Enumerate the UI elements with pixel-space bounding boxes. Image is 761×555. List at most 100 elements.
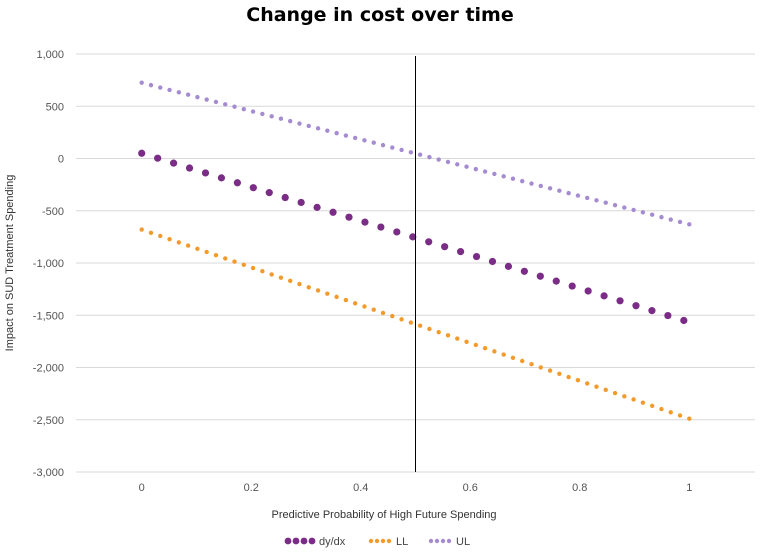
data-point (241, 106, 247, 112)
data-point (631, 397, 636, 402)
data-point (399, 317, 404, 322)
data-point (169, 159, 178, 167)
data-point (329, 208, 337, 216)
data-point (425, 238, 433, 246)
data-point (408, 320, 414, 325)
data-point (455, 162, 460, 167)
data-point (566, 374, 571, 380)
data-point (269, 272, 274, 277)
data-point (492, 171, 497, 177)
data-point (158, 233, 163, 239)
data-point (547, 368, 553, 373)
y-tick-label: -1,000 (33, 258, 64, 270)
y-tick-label: -2,000 (33, 363, 64, 375)
y-tick-label: 0 (58, 154, 64, 166)
data-point (138, 149, 146, 157)
data-point (278, 116, 284, 121)
data-point (510, 355, 516, 360)
data-point (622, 205, 627, 210)
legend-marker (300, 537, 308, 545)
data-point (648, 307, 656, 315)
data-point (241, 262, 247, 268)
data-point (584, 287, 592, 295)
data-point (250, 109, 256, 114)
data-point (213, 253, 219, 258)
legend-marker (434, 538, 440, 544)
legend-marker (380, 538, 386, 544)
data-point (306, 285, 311, 290)
data-point (504, 262, 513, 270)
data-point (315, 126, 321, 131)
data-point (148, 230, 154, 235)
data-point (204, 249, 209, 255)
data-point (668, 217, 673, 222)
y-tick-label: 1,000 (36, 49, 64, 61)
data-point (167, 236, 172, 242)
data-point (417, 323, 423, 328)
data-point (649, 212, 655, 217)
data-point (223, 102, 228, 107)
data-point (659, 406, 664, 412)
legend-marker (308, 537, 316, 545)
legend-marker (374, 538, 380, 544)
data-point (677, 413, 683, 418)
data-point (427, 154, 432, 160)
data-point (297, 281, 302, 287)
data-point (325, 291, 330, 296)
data-point (584, 381, 590, 386)
data-point (390, 145, 395, 150)
x-tick-label: 1 (686, 482, 692, 494)
data-point (445, 159, 451, 165)
data-point (473, 342, 479, 348)
data-point (659, 214, 664, 220)
data-point (232, 104, 237, 109)
legend-marker (386, 538, 392, 544)
y-tick-label: -500 (42, 206, 64, 218)
data-point (399, 147, 404, 153)
data-point (269, 114, 274, 119)
data-point (538, 365, 543, 370)
data-point (441, 243, 449, 251)
data-point (233, 179, 241, 187)
data-point (249, 184, 257, 192)
data-point (566, 190, 571, 196)
data-point (306, 123, 311, 129)
data-point (232, 259, 237, 264)
data-point (223, 256, 228, 261)
data-point (390, 313, 395, 319)
data-point (547, 186, 553, 191)
data-point (288, 118, 293, 124)
data-point (148, 82, 154, 88)
x-tick-label: 0.4 (353, 482, 368, 494)
data-point (167, 87, 172, 93)
x-tick-label: 0.2 (244, 482, 259, 494)
data-point (281, 193, 289, 202)
data-point (536, 272, 544, 280)
y-tick-label: 500 (46, 101, 64, 113)
y-tick-label: -2,500 (33, 415, 64, 427)
data-point (594, 384, 599, 389)
data-point (325, 128, 330, 133)
data-point (362, 304, 367, 309)
data-point (492, 349, 497, 354)
data-point (195, 246, 200, 251)
data-point (427, 326, 432, 332)
legend-item: LL (368, 536, 408, 548)
x-tick-label: 0.6 (463, 482, 478, 494)
data-point (352, 135, 358, 141)
data-point (185, 164, 194, 172)
data-point (575, 378, 581, 383)
x-tick-label: 0.8 (572, 482, 587, 494)
data-point (649, 403, 655, 409)
chart-title: Change in cost over time (246, 4, 513, 26)
legend-marker (292, 537, 300, 545)
legend-label: LL (396, 536, 408, 548)
data-point (568, 282, 576, 290)
data-point (520, 267, 528, 275)
data-point (343, 297, 349, 303)
legend: dy/dx LL UL (284, 536, 470, 548)
data-point (204, 97, 209, 102)
legend-item: UL (428, 536, 470, 548)
data-point (501, 352, 506, 357)
